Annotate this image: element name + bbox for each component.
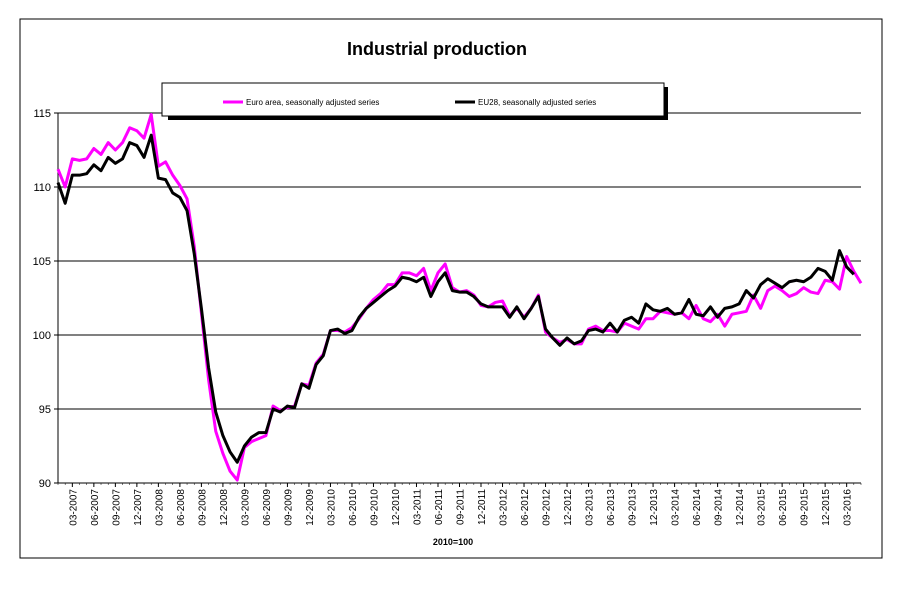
x-tick-label: 09-2012: [542, 489, 553, 526]
x-tick-label: 03-2011: [412, 489, 423, 525]
x-tick-label: 03-2015: [757, 489, 768, 526]
x-axis-caption: 2010=100: [433, 537, 473, 547]
legend-label-euro-area: Euro area, seasonally adjusted series: [246, 98, 379, 107]
x-tick-label: 12-2015: [821, 489, 832, 526]
series-layer: [56, 112, 863, 482]
x-tick-label: 12-2009: [305, 489, 316, 526]
x-tick-label: 03-2010: [326, 489, 337, 526]
series-line-eu28: [56, 133, 855, 464]
x-tick-label: 12-2007: [133, 489, 144, 526]
x-tick-label: 09-2014: [714, 489, 725, 526]
x-tick-label: 09-2009: [283, 489, 294, 526]
x-tick-label: 06-2010: [348, 489, 359, 526]
x-tick-label: 06-2012: [520, 489, 531, 526]
x-tick-label: 12-2010: [391, 489, 402, 526]
x-tick-label: 12-2008: [219, 489, 230, 526]
x-tick-label: 03-2014: [671, 489, 682, 526]
x-tick-label: 03-2012: [499, 489, 510, 526]
y-tick-label-110: 110: [33, 182, 51, 194]
x-tick-label: 06-2013: [606, 489, 617, 526]
y-axis: 90 95 100 105 110 115: [33, 108, 59, 490]
x-tick-label: 06-2009: [262, 489, 273, 526]
x-tick-label: 09-2015: [800, 489, 811, 526]
x-tick-label: 06-2014: [692, 489, 703, 526]
x-tick-label: 06-2008: [176, 489, 187, 526]
x-tick-label: 12-2011: [477, 489, 488, 525]
x-tick-label: 09-2011: [456, 489, 467, 525]
x-tick-label: 12-2013: [649, 489, 660, 526]
y-tick-label-90: 90: [39, 478, 51, 490]
x-axis: 03-2007 06-2007 09-2007 12-2007 03-2008 06-20…: [57, 482, 862, 526]
x-tick-label: 06-2011: [434, 489, 445, 525]
x-tick-label: 12-2012: [563, 489, 574, 526]
y-tick-label-100: 100: [33, 330, 51, 342]
x-tick-label: 09-2010: [369, 489, 380, 526]
x-tick-label: 09-2013: [628, 489, 639, 526]
legend-label-eu28: EU28, seasonally adjusted series: [478, 98, 596, 107]
x-tick-label: 03-2016: [843, 489, 854, 526]
x-tick-label: 03-2008: [154, 489, 165, 526]
legend: Euro area, seasonally adjusted series EU…: [161, 82, 668, 120]
y-tick-label-105: 105: [33, 256, 51, 268]
y-tick-label-115: 115: [33, 108, 51, 120]
chart-title: Industrial production: [347, 39, 527, 59]
x-tick-label: 03-2007: [68, 489, 79, 526]
y-tick-label-95: 95: [39, 404, 51, 416]
x-tick-label: 09-2007: [111, 489, 122, 526]
x-tick-label: 09-2008: [197, 489, 208, 526]
x-tick-label: 12-2014: [735, 489, 746, 526]
x-tick-label: 03-2009: [240, 489, 251, 526]
x-tick-label: 06-2015: [778, 489, 789, 526]
x-tick-label: 06-2007: [90, 489, 101, 526]
x-tick-label: 03-2013: [585, 489, 596, 526]
legend-box: [161, 82, 665, 117]
